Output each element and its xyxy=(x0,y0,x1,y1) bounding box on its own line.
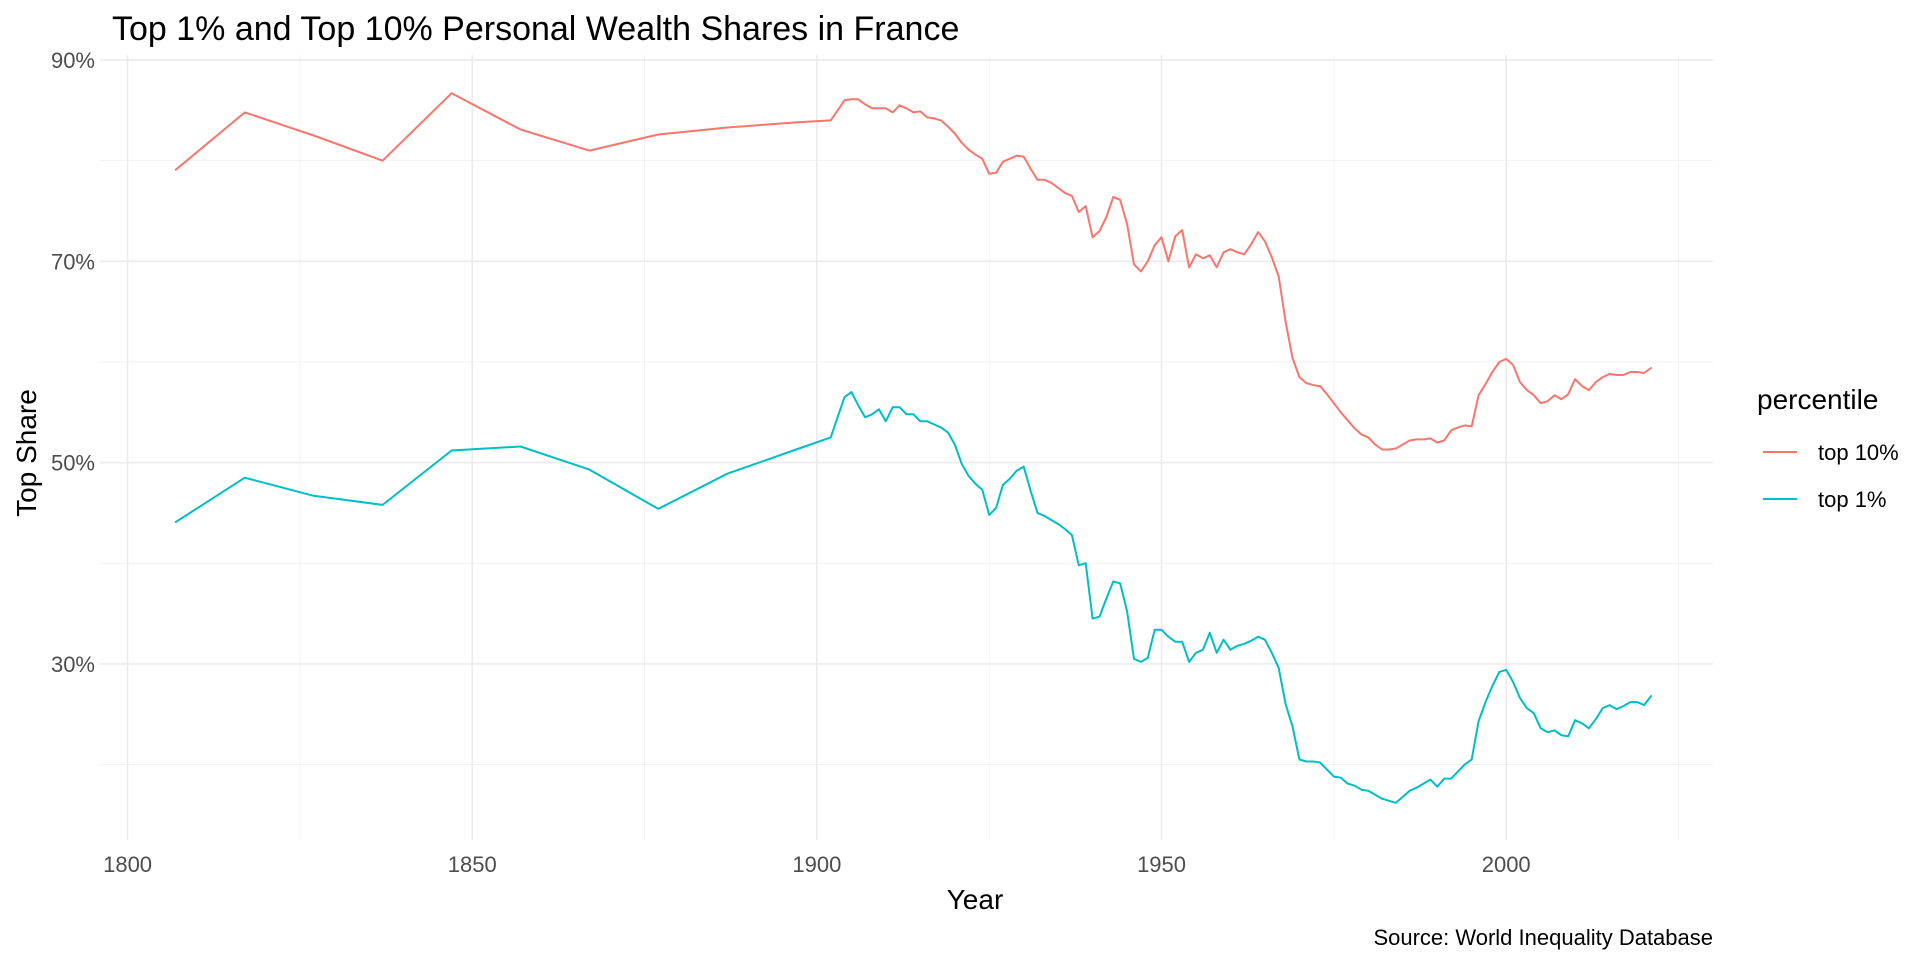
legend-label: top 10% xyxy=(1818,440,1899,465)
y-tick-label: 30% xyxy=(51,652,95,677)
x-tick-label: 1900 xyxy=(792,852,841,877)
x-axis-title: Year xyxy=(947,884,1004,915)
x-tick-label: 1850 xyxy=(448,852,497,877)
x-axis-ticks: 1800 1850 1900 1950 2000 xyxy=(103,852,1531,877)
series-line-top-1 xyxy=(174,391,1652,804)
legend-title: percentile xyxy=(1757,384,1878,415)
y-tick-label: 50% xyxy=(51,451,95,476)
chart-title: Top 1% and Top 10% Personal Wealth Share… xyxy=(112,10,959,48)
x-tick-label: 1800 xyxy=(103,852,152,877)
series-lines xyxy=(174,92,1652,804)
x-tick-label: 1950 xyxy=(1137,852,1186,877)
grid-lines xyxy=(100,55,1713,840)
series-line-top-10 xyxy=(174,92,1652,451)
y-tick-label: 70% xyxy=(51,249,95,274)
legend: percentile top 10% top 1% xyxy=(1757,384,1899,512)
y-axis-title: Top Share xyxy=(11,389,42,517)
y-tick-label: 90% xyxy=(51,48,95,73)
legend-label: top 1% xyxy=(1818,487,1887,512)
y-axis-ticks: 30% 50% 70% 90% xyxy=(51,48,95,677)
x-tick-label: 2000 xyxy=(1482,852,1531,877)
source-caption: Source: World Inequality Database xyxy=(1373,925,1713,950)
legend-items: top 10% top 1% xyxy=(1763,440,1899,512)
